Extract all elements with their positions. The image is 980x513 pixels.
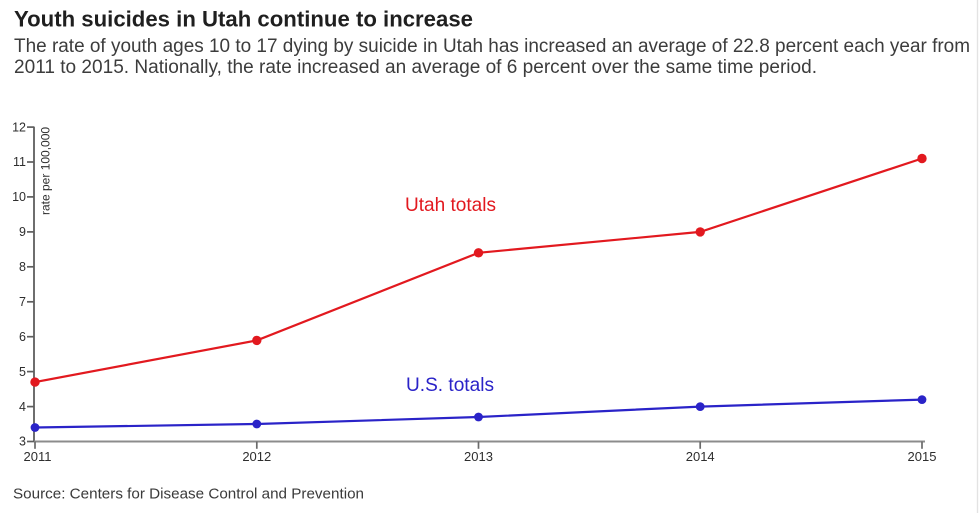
svg-text:U.S. totals: U.S. totals	[406, 374, 494, 396]
svg-text:9: 9	[19, 225, 26, 239]
svg-text:2015: 2015	[908, 449, 937, 464]
svg-text:2014: 2014	[686, 449, 715, 464]
svg-text:12: 12	[12, 120, 26, 134]
svg-text:6: 6	[19, 330, 26, 344]
svg-text:2011 to 2015. Nationally, the: 2011 to 2015. Nationally, the rate incre…	[14, 57, 817, 78]
svg-text:2012: 2012	[242, 449, 271, 464]
svg-text:7: 7	[19, 295, 26, 309]
svg-text:3: 3	[19, 435, 26, 449]
svg-text:The rate of youth ages 10 to 1: The rate of youth ages 10 to 17 dying by…	[14, 36, 970, 57]
svg-text:2011: 2011	[24, 449, 52, 464]
svg-text:rate per 100,000: rate per 100,000	[39, 127, 53, 215]
svg-text:10: 10	[12, 190, 26, 204]
svg-text:11: 11	[13, 155, 26, 169]
svg-text:2013: 2013	[464, 449, 493, 464]
svg-text:8: 8	[19, 260, 26, 274]
svg-text:5: 5	[19, 365, 26, 379]
svg-text:Utah totals: Utah totals	[405, 194, 496, 216]
svg-text:Source: Centers for Disease Co: Source: Centers for Disease Control and …	[13, 486, 364, 503]
svg-text:4: 4	[19, 400, 26, 414]
svg-text:Youth suicides in Utah continu: Youth suicides in Utah continue to incre…	[14, 7, 473, 32]
